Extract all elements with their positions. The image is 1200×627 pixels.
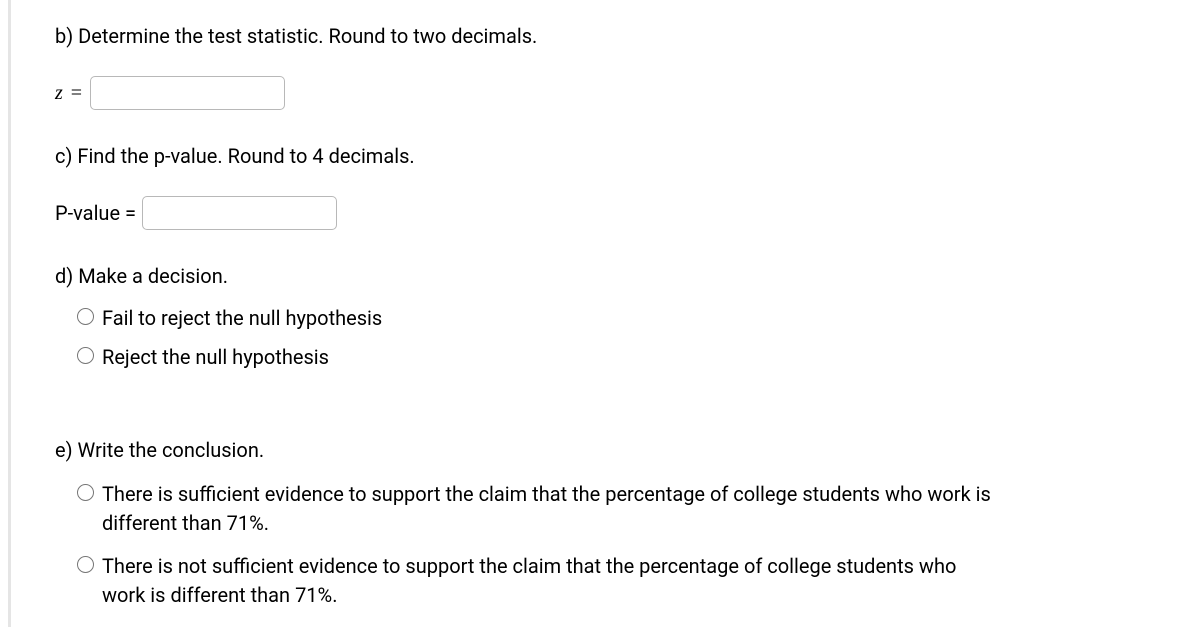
question-d-prompt: d) Make a decision. (55, 262, 1200, 290)
question-d-options: Fail to reject the null hypothesis Rejec… (55, 304, 1200, 372)
option-d-1[interactable]: Reject the null hypothesis (77, 343, 1200, 372)
question-c-prompt: c) Find the p-value. Round to 4 decimals… (55, 142, 1200, 170)
question-b-prompt: b) Determine the test statistic. Round t… (55, 22, 1200, 50)
radio-e-0[interactable] (77, 484, 94, 501)
question-c-input-row: P-value = (55, 196, 1200, 230)
question-d: d) Make a decision. Fail to reject the n… (55, 262, 1200, 372)
option-d-0-label: Fail to reject the null hypothesis (102, 304, 382, 333)
question-b: b) Determine the test statistic. Round t… (55, 22, 1200, 110)
radio-e-1[interactable] (77, 556, 94, 573)
equals-sign: = (71, 82, 82, 105)
question-c: c) Find the p-value. Round to 4 decimals… (55, 142, 1200, 230)
question-e: e) Write the conclusion. There is suffic… (55, 436, 1200, 610)
option-e-0-label: There is sufficient evidence to support … (102, 480, 1002, 538)
option-e-1-label: There is not sufficient evidence to supp… (102, 552, 1002, 610)
question-b-input-row: z = (55, 76, 1200, 110)
option-d-0[interactable]: Fail to reject the null hypothesis (77, 304, 1200, 333)
z-variable-label: z (55, 82, 63, 105)
option-d-1-label: Reject the null hypothesis (102, 343, 329, 372)
option-e-1[interactable]: There is not sufficient evidence to supp… (77, 552, 1200, 610)
pvalue-input[interactable] (142, 196, 337, 230)
pvalue-label: P-value = (55, 201, 136, 225)
question-e-prompt: e) Write the conclusion. (55, 436, 1200, 464)
z-value-input[interactable] (90, 76, 285, 110)
radio-d-1[interactable] (77, 347, 94, 364)
radio-d-0[interactable] (77, 308, 94, 325)
content-panel: b) Determine the test statistic. Round t… (8, 0, 1200, 627)
question-e-options: There is sufficient evidence to support … (55, 480, 1200, 610)
option-e-0[interactable]: There is sufficient evidence to support … (77, 480, 1200, 538)
